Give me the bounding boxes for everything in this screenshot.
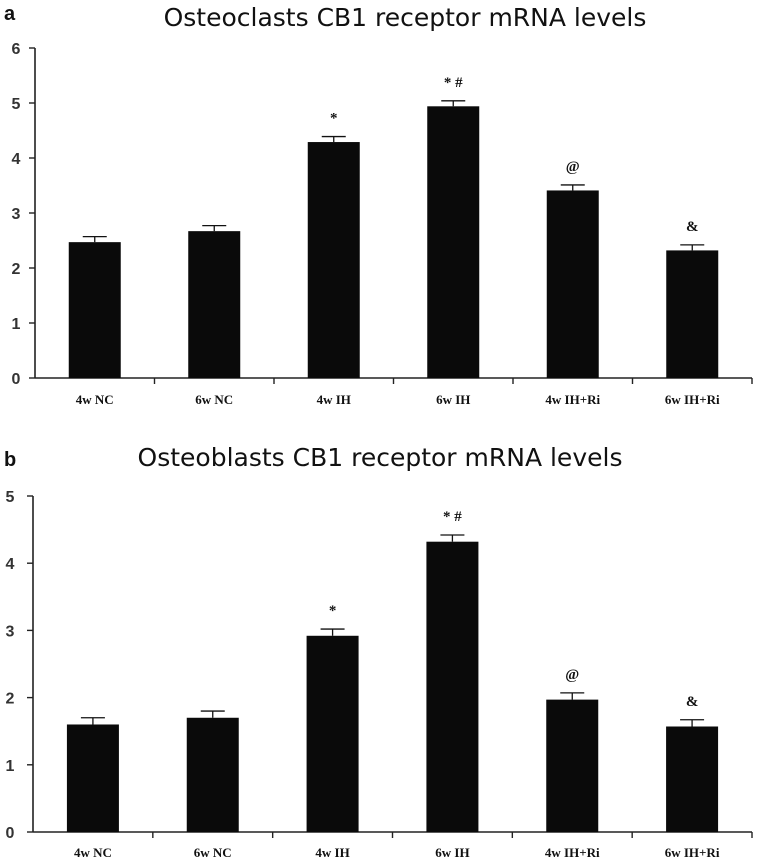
bar <box>666 726 719 832</box>
x-tick-label: 6w NC <box>194 845 232 860</box>
error-bar <box>680 244 705 251</box>
x-tick-label: 4w NC <box>76 392 114 407</box>
error-bar <box>680 719 705 727</box>
y-tick-label: 6 <box>12 41 21 58</box>
chart-panel-b: b Osteoblasts CB1 receptor mRNA levels 0… <box>4 443 753 860</box>
significance-marker: @ <box>566 159 580 175</box>
significance-marker: * <box>329 603 337 619</box>
y-tick-label: 1 <box>12 316 21 333</box>
bar <box>68 242 121 378</box>
significance-marker: * # <box>444 75 463 91</box>
bar <box>426 541 479 832</box>
bar <box>546 190 599 378</box>
panel-letter-a: a <box>4 3 16 25</box>
x-tick-label: 6w IH+Ri <box>665 845 720 860</box>
significance-marker: & <box>686 694 699 710</box>
x-tick-label: 6w IH <box>436 392 470 407</box>
y-tick-label: 0 <box>6 825 15 842</box>
x-tick-label: 4w IH+Ri <box>545 392 600 407</box>
x-tick-label: 4w IH <box>317 392 351 407</box>
y-tick-label: 4 <box>12 151 21 168</box>
bar <box>427 106 480 379</box>
chart-panel-a: a Osteoclasts CB1 receptor mRNA levels 0… <box>4 3 753 407</box>
bar <box>188 231 241 378</box>
y-tick-label: 5 <box>6 489 15 506</box>
x-tick-label: 4w IH+Ri <box>545 845 600 860</box>
y-tick-label: 4 <box>6 556 15 573</box>
y-tick-label: 3 <box>12 206 21 223</box>
bar <box>186 717 239 832</box>
x-tick-label: 4w IH <box>315 845 349 860</box>
error-bar <box>82 235 107 243</box>
x-tick-label: 6w IH <box>435 845 469 860</box>
bar <box>66 724 119 832</box>
bar <box>307 142 360 378</box>
error-bar <box>560 184 585 191</box>
x-tick-label: 4w NC <box>74 845 112 860</box>
error-bar <box>202 224 227 232</box>
significance-marker: * <box>330 111 338 127</box>
error-bar <box>560 692 585 700</box>
y-tick-label: 0 <box>12 371 21 388</box>
significance-marker: * # <box>443 509 462 525</box>
chart-title-b: Osteoblasts CB1 receptor mRNA levels <box>138 443 623 472</box>
y-tick-label: 2 <box>6 691 15 708</box>
error-bar <box>320 628 345 636</box>
y-tick-label: 2 <box>12 261 21 278</box>
x-tick-label: 6w NC <box>195 392 233 407</box>
x-tick-label: 6w IH+Ri <box>665 392 720 407</box>
error-bar <box>440 534 465 542</box>
significance-marker: & <box>686 219 699 235</box>
y-tick-label: 5 <box>12 96 21 113</box>
error-bar <box>200 710 225 718</box>
bar <box>306 635 359 832</box>
y-tick-label: 1 <box>6 758 15 775</box>
y-tick-label: 3 <box>6 623 15 640</box>
error-bar <box>321 135 346 143</box>
error-bar <box>441 100 466 107</box>
chart-title-a: Osteoclasts CB1 receptor mRNA levels <box>164 3 647 32</box>
significance-marker: @ <box>565 667 579 683</box>
error-bar <box>80 717 105 725</box>
panel-letter-b: b <box>4 449 16 471</box>
bar <box>546 699 599 832</box>
bar <box>666 250 719 378</box>
